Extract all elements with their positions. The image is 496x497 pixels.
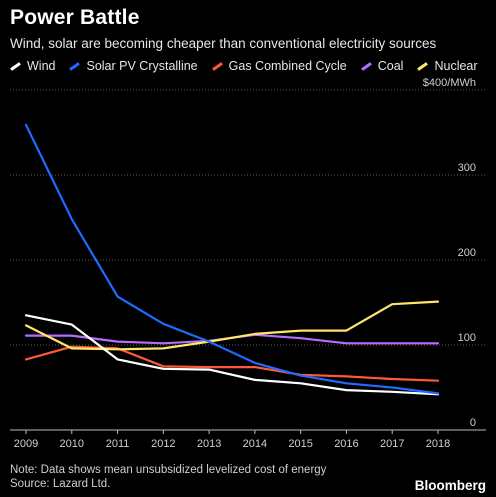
x-tick-label-2018: 2018 bbox=[426, 438, 450, 450]
legend-item-nuclear: Nuclear bbox=[417, 59, 478, 73]
y-tick-label-0: 0 bbox=[470, 417, 476, 429]
legend-item-gas-combined-cycle: Gas Combined Cycle bbox=[211, 59, 347, 73]
series-line-wind bbox=[24, 314, 440, 396]
y-tick-label-300: 300 bbox=[458, 162, 476, 174]
y-tick-label-400: $400/MWh bbox=[423, 77, 476, 89]
legend-item-coal: Coal bbox=[360, 59, 404, 73]
legend-label: Gas Combined Cycle bbox=[228, 59, 347, 73]
series-line-nuclear bbox=[24, 300, 440, 351]
legend-label: Wind bbox=[27, 59, 56, 73]
chart-footnote: Note: Data shows mean unsubsidized level… bbox=[10, 463, 326, 491]
y-tick-label-100: 100 bbox=[458, 332, 476, 344]
legend-label: Nuclear bbox=[434, 59, 478, 73]
x-tick-label-2014: 2014 bbox=[243, 438, 267, 450]
legend-label: Coal bbox=[377, 59, 404, 73]
x-tick-label-2016: 2016 bbox=[334, 438, 358, 450]
x-tick-label-2009: 2009 bbox=[14, 438, 38, 450]
legend-item-solar-pv-crystalline: Solar PV Crystalline bbox=[69, 59, 198, 73]
x-tick-label-2017: 2017 bbox=[380, 438, 404, 450]
series-line-solar-pv-crystalline bbox=[24, 123, 440, 395]
bloomberg-logo: Bloomberg bbox=[414, 478, 486, 493]
source-text: Source: Lazard Ltd. bbox=[10, 478, 111, 490]
chart-subtitle: Wind, solar are becoming cheaper than co… bbox=[10, 36, 437, 51]
note-text: Note: Data shows mean unsubsidized level… bbox=[10, 464, 327, 476]
y-tick-label-200: 200 bbox=[458, 247, 476, 259]
legend-label: Solar PV Crystalline bbox=[86, 59, 198, 73]
x-tick-label-2013: 2013 bbox=[197, 438, 221, 450]
x-tick-label-2015: 2015 bbox=[288, 438, 312, 450]
x-tick-label-2011: 2011 bbox=[106, 438, 130, 450]
x-tick-label-2012: 2012 bbox=[151, 438, 175, 450]
chart-legend: Wind Solar PV Crystalline Gas Combined Cyc… bbox=[10, 59, 492, 73]
series-line-gas-combined-cycle bbox=[24, 345, 440, 382]
chart-title: Power Battle bbox=[10, 6, 140, 29]
legend-item-wind: Wind bbox=[10, 59, 55, 73]
x-tick-label-2010: 2010 bbox=[60, 438, 84, 450]
